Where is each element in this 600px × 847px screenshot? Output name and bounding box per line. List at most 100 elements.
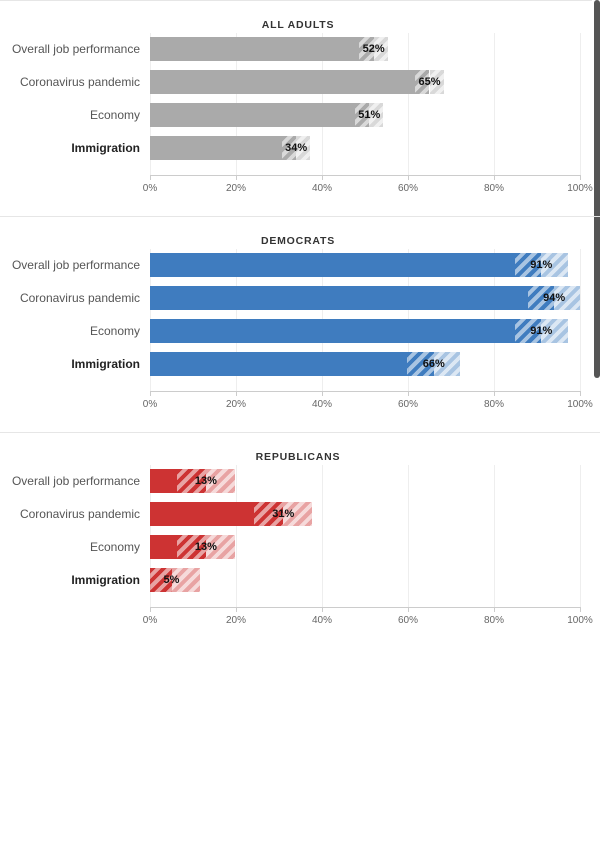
grid-line — [494, 465, 495, 607]
data-label: 94% — [543, 292, 566, 304]
margin-of-error-lower — [282, 136, 297, 160]
data-label: 65% — [418, 76, 441, 88]
grid-line — [408, 465, 409, 607]
category-label: Economy — [89, 324, 140, 338]
bar — [150, 136, 282, 160]
category-label: Coronavirus pandemic — [19, 507, 140, 521]
x-tick-mark — [408, 175, 409, 180]
category-label: Coronavirus pandemic — [19, 291, 140, 305]
grid-line — [408, 33, 409, 175]
top-divider — [0, 0, 592, 1]
grid-line — [580, 249, 581, 391]
chart-panel: DEMOCRATS 0% 20% 40% 60% 80% 100% Overall job p… — [0, 223, 600, 439]
margin-of-error-lower — [415, 70, 430, 94]
category-label: Economy — [89, 540, 140, 554]
x-axis-line — [150, 607, 580, 608]
chart-title: ALL ADULTS — [261, 19, 335, 31]
margin-of-error-lower — [514, 253, 542, 277]
bar — [150, 70, 416, 94]
bar — [150, 319, 515, 343]
x-tick-mark — [494, 175, 495, 180]
category-label: Overall job performance — [11, 474, 140, 488]
x-tick-label: 40% — [311, 183, 332, 194]
bar — [150, 286, 528, 310]
panel-divider — [0, 216, 600, 217]
x-tick-mark — [580, 175, 581, 180]
grid-line — [580, 465, 581, 607]
bar — [150, 502, 255, 526]
margin-of-error-upper — [171, 568, 201, 592]
x-tick-mark — [494, 391, 495, 396]
chart-title: DEMOCRATS — [260, 235, 336, 247]
x-axis-line — [150, 175, 580, 176]
margin-of-error-lower — [359, 37, 374, 61]
data-label: 91% — [530, 259, 553, 271]
margin-of-error-lower — [254, 502, 284, 526]
margin-of-error-upper — [541, 319, 568, 343]
x-tick-mark — [236, 391, 237, 396]
margin-of-error-lower — [355, 103, 370, 127]
x-tick-label: 80% — [483, 615, 504, 626]
x-tick-label: 40% — [311, 399, 332, 410]
x-tick-label: 100% — [567, 615, 593, 626]
data-label: 52% — [362, 43, 385, 55]
x-tick-label: 0% — [142, 615, 158, 626]
chart-panel: ALL ADULTS 0% 20% 40% 60% 80% 100% Overall job … — [0, 7, 600, 223]
x-tick-mark — [236, 607, 237, 612]
x-tick-mark — [150, 391, 151, 396]
margin-of-error-lower — [150, 568, 172, 592]
scrollbar-thumb[interactable] — [594, 0, 600, 378]
bar — [150, 37, 360, 61]
category-label: Immigration — [71, 573, 140, 587]
category-label: Economy — [89, 108, 140, 122]
category-label: Immigration — [71, 141, 140, 155]
grid-line — [494, 33, 495, 175]
x-tick-label: 80% — [483, 183, 504, 194]
grid-line — [580, 33, 581, 175]
category-label: Immigration — [71, 357, 140, 371]
data-label: 13% — [194, 541, 217, 553]
margin-of-error-upper — [429, 70, 444, 94]
x-tick-mark — [150, 607, 151, 612]
bar — [150, 535, 178, 559]
x-tick-label: 20% — [225, 615, 246, 626]
data-label: 34% — [285, 142, 308, 154]
data-label: 91% — [530, 325, 553, 337]
margin-of-error-upper — [205, 535, 235, 559]
x-tick-label: 100% — [567, 399, 593, 410]
data-label: 5% — [163, 574, 180, 586]
x-tick-label: 20% — [225, 183, 246, 194]
margin-of-error-upper — [296, 136, 311, 160]
margin-of-error-upper — [541, 253, 568, 277]
data-label: 13% — [194, 475, 217, 487]
x-tick-mark — [580, 391, 581, 396]
grid-line — [322, 465, 323, 607]
x-tick-mark — [408, 391, 409, 396]
margin-of-error-lower — [407, 352, 434, 376]
x-tick-label: 0% — [142, 399, 158, 410]
x-tick-label: 60% — [397, 615, 418, 626]
bar — [150, 253, 515, 277]
x-axis-line — [150, 391, 580, 392]
x-tick-mark — [494, 607, 495, 612]
bar — [150, 352, 408, 376]
chart-panel: REPUBLICANS 0% 20% 40% 60% 80% 100% Overall job… — [0, 439, 600, 655]
x-tick-label: 60% — [397, 399, 418, 410]
x-tick-mark — [322, 391, 323, 396]
grid-line — [236, 465, 237, 607]
x-tick-mark — [150, 175, 151, 180]
margin-of-error-lower — [177, 535, 206, 559]
margin-of-error-upper — [369, 103, 384, 127]
x-tick-mark — [580, 607, 581, 612]
data-label: 51% — [358, 109, 381, 121]
x-tick-label: 40% — [311, 615, 332, 626]
x-tick-label: 60% — [397, 183, 418, 194]
panel-divider — [0, 432, 600, 433]
margin-of-error-upper — [433, 352, 461, 376]
margin-of-error-upper — [205, 469, 235, 493]
x-tick-mark — [408, 607, 409, 612]
margin-of-error-upper — [554, 286, 580, 310]
x-tick-label: 20% — [225, 399, 246, 410]
data-label: 66% — [422, 358, 445, 370]
x-tick-mark — [322, 607, 323, 612]
